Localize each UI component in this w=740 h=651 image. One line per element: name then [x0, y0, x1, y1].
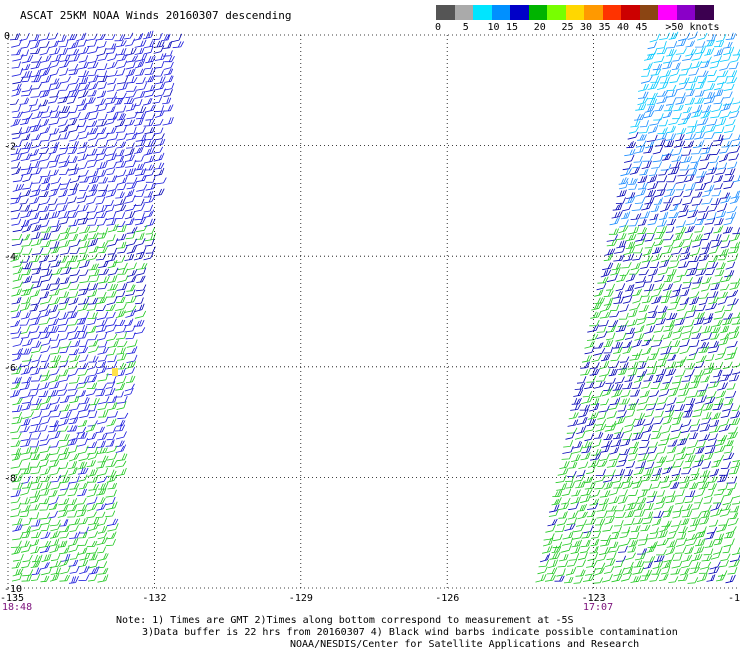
longitude-label: -120: [728, 593, 740, 604]
latitude-label: -6: [4, 363, 16, 374]
high-wind-patch: [112, 368, 118, 376]
longitude-label: -129: [289, 593, 313, 604]
swath-time-label: 18:48: [2, 602, 32, 613]
map-frame: [8, 35, 740, 588]
longitude-label: -132: [142, 593, 166, 604]
latitude-label: -8: [4, 473, 16, 484]
latitude-label: -10: [4, 584, 22, 595]
longitude-label: -126: [435, 593, 459, 604]
note-line-2: 3)Data buffer is 22 hrs from 20160307 4)…: [142, 627, 678, 639]
latitude-label: -4: [4, 252, 16, 263]
note-line-3: NOAA/NESDIS/Center for Satellite Applica…: [290, 639, 639, 651]
latitude-label: 0: [4, 31, 10, 42]
note-line-1: Note: 1) Times are GMT 2)Times along bot…: [116, 615, 574, 627]
swath-time-label: 17:07: [583, 602, 613, 613]
wind-map: -135-132-129-126-123-1200-2-4-6-8-1018:4…: [0, 0, 740, 615]
latitude-label: -2: [4, 142, 16, 153]
